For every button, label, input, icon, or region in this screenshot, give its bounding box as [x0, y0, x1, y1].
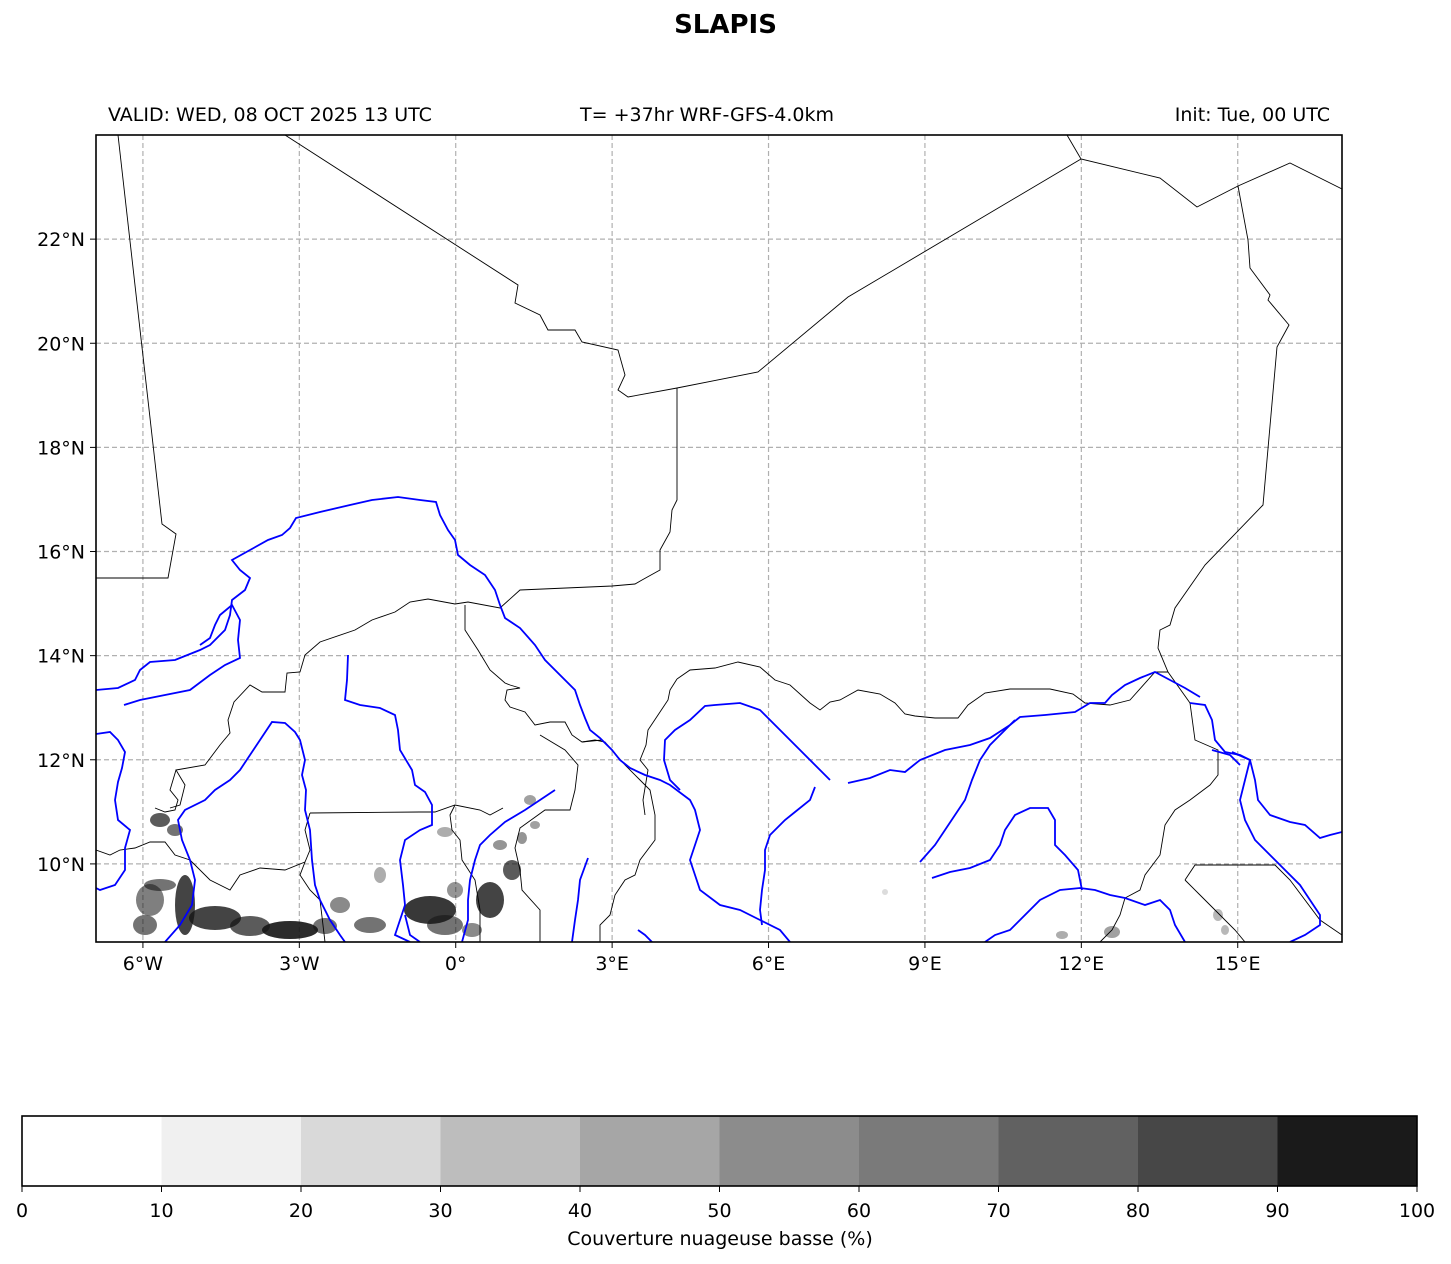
border-mauritania-mali: [96, 135, 177, 579]
lat-tick-label: 16°N: [37, 542, 85, 564]
lon-tick-label: 3°E: [595, 953, 629, 975]
colorbar-tick-label: 0: [16, 1200, 28, 1222]
lon-tick-label: 0°: [445, 953, 467, 975]
valid-time-label: VALID: WED, 08 OCT 2025 13 UTC: [108, 104, 432, 126]
colorbar-label: Couverture nuageuse basse (%): [567, 1228, 873, 1250]
colorbar-tick-label: 10: [149, 1200, 173, 1222]
border-mali-algeria: [284, 135, 1082, 398]
graticule: [96, 135, 1342, 942]
init-time-label: Init: Tue, 00 UTC: [1174, 104, 1330, 126]
lon-tick-label: 6°E: [752, 953, 786, 975]
colorbar-bin: [859, 1116, 999, 1186]
map-background: [96, 135, 1342, 942]
lon-tick-label: 15°E: [1215, 953, 1261, 975]
colorbar-tick-label: 70: [986, 1200, 1010, 1222]
colorbar-bin: [1138, 1116, 1278, 1186]
colorbar-ticks: 0 10 20 30 40 50 60 70 80 90 100: [16, 1186, 1435, 1222]
river-volta-lake: [404, 914, 421, 942]
colorbar-tick-label: 80: [1126, 1200, 1150, 1222]
river-benue: [984, 887, 1186, 942]
colorbar-tick-label: 60: [847, 1200, 871, 1222]
colorbar: [22, 1116, 1418, 1186]
river-sudd-tributary: [1211, 749, 1241, 766]
border-togo-ghana: [449, 804, 481, 942]
lat-tick-label: 10°N: [37, 854, 85, 876]
colorbar-bin: [580, 1116, 720, 1186]
colorbar-bin: [440, 1116, 581, 1186]
border-benin-togo: [514, 734, 579, 942]
colorbar-bin: [161, 1116, 302, 1186]
cloud-patch-ivory-coast: [133, 813, 386, 939]
lat-tick-label: 22°N: [37, 229, 85, 251]
colorbar-tick-label: 20: [289, 1200, 313, 1222]
lat-tick-label: 12°N: [37, 750, 85, 772]
border-niger-chad: [1157, 185, 1290, 704]
cloud-patch-nigeria-cameroon: [882, 889, 1229, 939]
colorbar-bin: [719, 1116, 860, 1186]
lat-tick-label: 18°N: [37, 437, 85, 459]
border-algeria-libya: [1066, 135, 1342, 208]
river-hadejia: [919, 719, 1016, 863]
river-bani: [96, 731, 132, 891]
axis-tick-labels: 6°W 3°W 0° 3°E 6°E 9°E 12°E 15°E 22°N 20°N 18°N 16°…: [37, 229, 1260, 975]
river-gongola: [931, 807, 1083, 891]
river-mono: [571, 857, 589, 942]
colorbar-bin: [998, 1116, 1139, 1186]
lat-tick-label: 20°N: [37, 333, 85, 355]
country-borders: [96, 135, 1342, 942]
lon-tick-label: 6°W: [123, 953, 164, 975]
low-cloud-cover-layer: [133, 795, 1229, 939]
border-niger-nigeria: [676, 661, 1168, 719]
border-burkina-mali-west: [154, 769, 179, 813]
border-car-chad: [1184, 879, 1246, 942]
border-mali-niger: [169, 388, 678, 809]
colorbar-tick-label: 40: [568, 1200, 592, 1222]
colorbar-tick-label: 30: [428, 1200, 452, 1222]
cloud-patch-ghana-togo: [404, 795, 540, 937]
rivers: [96, 496, 1342, 942]
lat-tick-label: 14°N: [37, 646, 85, 668]
river-oti: [461, 789, 556, 942]
model-run-label: T= +37hr WRF-GFS-4.0km: [580, 104, 834, 126]
colorbar-tick-label: 100: [1399, 1200, 1435, 1222]
river-komadugu-yobe: [847, 671, 1201, 784]
river-black-volta: [164, 721, 346, 942]
border-benin-nigeria: [639, 678, 678, 816]
colorbar-bin: [1277, 1116, 1418, 1186]
border-ivory-coast-burkina: [96, 841, 306, 891]
river-niger-tributary-west: [123, 603, 241, 706]
river-pendjari: [637, 929, 653, 942]
colorbar-bin: [301, 1116, 441, 1186]
lon-tick-label: 3°W: [279, 953, 320, 975]
river-sokoto: [759, 786, 816, 926]
lon-tick-label: 12°E: [1058, 953, 1104, 975]
river-chari: [1231, 751, 1342, 840]
map-title: SLAPIS: [674, 10, 777, 40]
river-rima: [663, 702, 831, 791]
river-niger-inner-delta: [96, 496, 791, 942]
river-white-volta: [344, 654, 433, 942]
colorbar-tick-label: 90: [1265, 1200, 1289, 1222]
colorbar-tick-label: 50: [707, 1200, 731, 1222]
border-chad-cameroon: [1099, 702, 1219, 942]
border-ivory-coast-ghana: [299, 812, 326, 942]
map-frame: [95, 134, 1343, 943]
lon-tick-label: 9°E: [908, 953, 942, 975]
river-logone: [1189, 702, 1321, 942]
colorbar-bin: [22, 1116, 162, 1186]
border-burkina-niger: [464, 605, 603, 743]
